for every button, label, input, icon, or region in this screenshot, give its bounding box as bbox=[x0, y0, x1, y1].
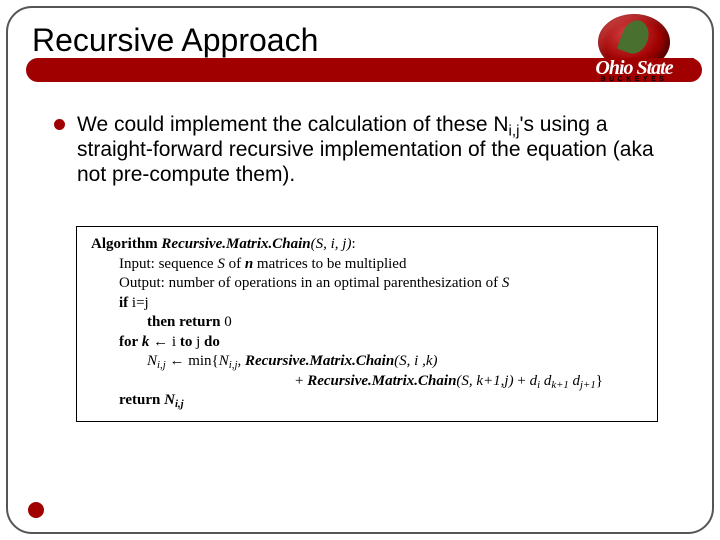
for-do: do bbox=[204, 334, 220, 350]
rec2-d1: d bbox=[530, 373, 538, 389]
rec2-plus: + bbox=[295, 373, 307, 389]
rec1-args: (S, i ,k) bbox=[394, 353, 437, 369]
for-label: for bbox=[119, 334, 138, 350]
rec1-pre: , bbox=[237, 353, 245, 369]
for-j: j bbox=[192, 334, 204, 350]
for-to: to bbox=[180, 334, 193, 350]
footer-dot-icon bbox=[28, 502, 44, 518]
rec2-d3sub: j+1 bbox=[580, 379, 596, 391]
bullet-icon bbox=[54, 119, 65, 130]
input-after: matrices to be multiplied bbox=[253, 256, 406, 272]
rec2-name: Recursive.Matrix.Chain bbox=[307, 373, 456, 389]
algo-head-label: Algorithm bbox=[91, 236, 158, 252]
bullet-sub: i,j bbox=[509, 123, 520, 140]
ohio-state-logo: Ohio State BUCKEYES bbox=[574, 14, 694, 82]
input-mid: of bbox=[225, 256, 245, 272]
body-content: We could implement the calculation of th… bbox=[54, 112, 666, 188]
input-n: n bbox=[245, 256, 253, 272]
assign-sub: i,j bbox=[157, 359, 166, 371]
input-before: sequence bbox=[155, 256, 217, 272]
assign-mid: ← min{ bbox=[166, 353, 219, 369]
output-text: number of operations in an optimal paren… bbox=[165, 275, 502, 291]
bullet-item: We could implement the calculation of th… bbox=[54, 112, 666, 188]
output-S: S bbox=[502, 275, 510, 291]
return-sub: i,j bbox=[175, 398, 184, 410]
logo-banner: Ohio State bbox=[574, 58, 694, 78]
algo-header: Algorithm Recursive.Matrix.Chain(S, i, j… bbox=[91, 235, 647, 255]
rec2-d2: d bbox=[540, 373, 551, 389]
then-val: 0 bbox=[220, 314, 231, 330]
algo-assign-line2: + Recursive.Matrix.Chain(S, k+1,j) + di … bbox=[91, 372, 647, 392]
output-label: Output: bbox=[119, 275, 165, 291]
rec1-name: Recursive.Matrix.Chain bbox=[245, 353, 394, 369]
algo-params: (S, i, j) bbox=[311, 236, 352, 252]
return-N: N bbox=[164, 392, 175, 408]
input-S: S bbox=[217, 256, 225, 272]
rec2-d3: d bbox=[569, 373, 580, 389]
bullet-text: We could implement the calculation of th… bbox=[77, 112, 666, 188]
rec2-args: (S, k+1,j) bbox=[456, 373, 513, 389]
return-label: return bbox=[119, 392, 160, 408]
slide-frame: Recursive Approach Ohio State BUCKEYES W… bbox=[6, 6, 714, 534]
rec2-tail-pre: + bbox=[514, 373, 530, 389]
for-mid: ← i bbox=[149, 334, 179, 350]
input-label: Input: bbox=[119, 256, 155, 272]
assign-Narg: N bbox=[219, 353, 229, 369]
algo-input: Input: sequence S of n matrices to be mu… bbox=[91, 255, 647, 275]
algo-assign: Ni,j ← min{Ni,j, Recursive.Matrix.Chain(… bbox=[91, 352, 647, 372]
rec2-d2sub: k+1 bbox=[551, 379, 568, 391]
if-label: if bbox=[119, 295, 128, 311]
algo-then: then return 0 bbox=[91, 313, 647, 333]
algorithm-box: Algorithm Recursive.Matrix.Chain(S, i, j… bbox=[76, 226, 658, 422]
algo-return: return Ni,j bbox=[91, 391, 647, 411]
algo-for: for k ← i to j do bbox=[91, 333, 647, 353]
then-label: then return bbox=[147, 314, 220, 330]
algo-if: if i=j bbox=[91, 294, 647, 314]
logo-subtext: BUCKEYES bbox=[574, 76, 694, 83]
if-cond: i=j bbox=[128, 295, 149, 311]
algo-name: Recursive.Matrix.Chain bbox=[161, 236, 310, 252]
assign-N: N bbox=[147, 353, 157, 369]
algo-output: Output: number of operations in an optim… bbox=[91, 274, 647, 294]
rec2-close: } bbox=[596, 373, 603, 389]
bullet-prefix: We could implement the calculation of th… bbox=[77, 113, 509, 136]
